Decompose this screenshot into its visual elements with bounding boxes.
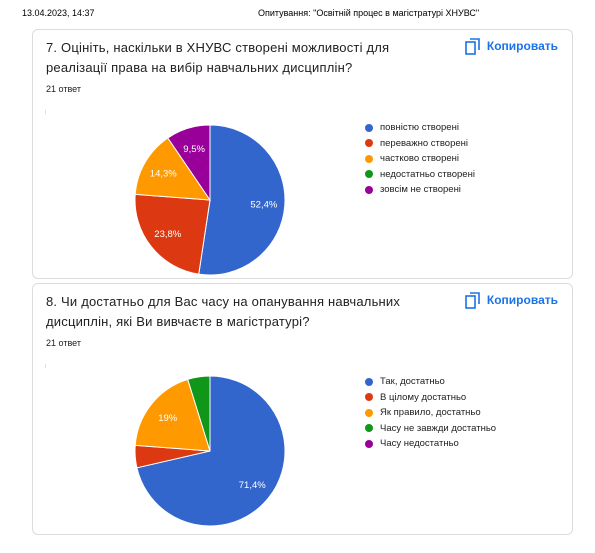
pie-slice xyxy=(167,124,211,202)
copy-icon xyxy=(465,291,481,309)
slice-label: 14,3% xyxy=(150,168,177,179)
question-title: 8. Чи достатньо для Вас часу на опануван… xyxy=(46,294,401,329)
divider xyxy=(45,110,46,114)
legend-item: повністю створені xyxy=(365,120,475,136)
pie-slice xyxy=(136,375,286,527)
legend-item: В цілому достатньо xyxy=(365,390,496,406)
legend-item: частково створені xyxy=(365,151,475,167)
question-card-8: 8. Чи достатньо для Вас часу на опануван… xyxy=(32,283,573,535)
question-title: 7. Оцініть, наскільки в ХНУВС створені м… xyxy=(46,40,390,75)
copy-button[interactable]: Копировать xyxy=(465,290,558,310)
pie-slice xyxy=(134,137,211,201)
legend-swatch xyxy=(365,439,373,448)
print-title: Опитування: "Освітній процес в магістрат… xyxy=(258,8,480,18)
legend-item: зовсім не створені xyxy=(365,182,475,198)
legend-swatch xyxy=(365,139,373,148)
pie-slice xyxy=(198,124,286,276)
legend-swatch xyxy=(365,185,373,194)
legend-swatch xyxy=(365,170,373,179)
legend-label: зовсім не створені xyxy=(380,184,461,196)
legend-swatch xyxy=(365,377,373,386)
slice-label: 9,5% xyxy=(183,144,205,155)
legend-label: Так, достатньо xyxy=(380,376,445,388)
legend-swatch xyxy=(365,154,373,163)
copy-icon xyxy=(465,37,481,55)
legend-label: недостатньо створені xyxy=(380,168,475,180)
legend-label: частково створені xyxy=(380,153,459,165)
question-card-7: 7. Оцініть, наскільки в ХНУВС створені м… xyxy=(32,29,573,279)
legend-swatch xyxy=(365,393,373,402)
legend-swatch xyxy=(365,408,373,417)
slice-label: 23,8% xyxy=(154,229,181,240)
legend-label: Як правило, достатньо xyxy=(380,407,481,419)
legend-item: Часу не завжди достатньо xyxy=(365,421,496,437)
response-count: 21 ответ xyxy=(46,84,81,94)
pie-slice xyxy=(134,378,211,452)
response-count: 21 ответ xyxy=(46,338,81,348)
legend-item: Так, достатньо xyxy=(365,374,496,390)
copy-label: Копировать xyxy=(486,293,558,307)
print-date: 13.04.2023, 14:37 xyxy=(22,8,95,18)
pie-slice xyxy=(187,375,211,452)
slice-label: 19% xyxy=(158,413,178,424)
chart-legend: повністю створені переважно створені частк… xyxy=(365,120,475,198)
slice-label: 52,4% xyxy=(250,200,277,211)
legend-label: Часу не завжди достатньо xyxy=(380,422,497,434)
chart-legend: Так, достатньо В цілому достатньо Як прави… xyxy=(365,374,496,452)
copy-button[interactable]: Копировать xyxy=(465,36,558,56)
legend-item: недостатньо створені xyxy=(365,167,475,183)
legend-item: Часу недостатньо xyxy=(365,436,496,452)
legend-label: В цілому достатньо xyxy=(380,391,467,403)
divider xyxy=(45,364,46,368)
legend-label: переважно створені xyxy=(380,137,468,149)
pie-chart: 71,4% 19% xyxy=(134,375,286,527)
legend-item: переважно створені xyxy=(365,136,475,152)
pie-slice xyxy=(134,193,211,275)
print-header: 13.04.2023, 14:37 Опитування: "Освітній … xyxy=(0,8,595,22)
legend-swatch xyxy=(365,123,373,132)
copy-label: Копировать xyxy=(486,39,558,53)
legend-label: повністю створені xyxy=(380,122,459,134)
slice-label: 71,4% xyxy=(239,480,266,491)
legend-label: Часу недостатньо xyxy=(380,438,459,450)
pie-chart: 52,4% 23,8% 14,3% 9,5% xyxy=(134,124,286,276)
legend-item: Як правило, достатньо xyxy=(365,405,496,421)
legend-swatch xyxy=(365,424,373,433)
